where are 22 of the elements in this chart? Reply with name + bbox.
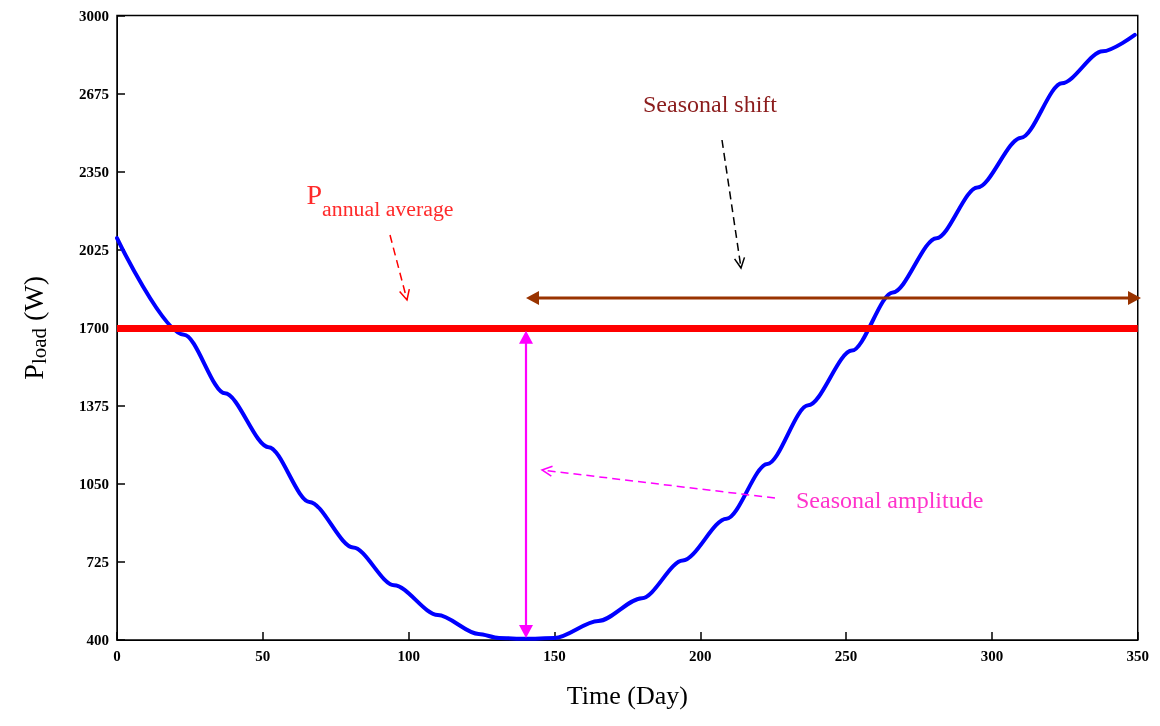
x-tick-label: 150 [543, 647, 566, 664]
annotation: P$_{annual average}$ [306, 179, 454, 221]
annotation: Seasonal amplitude [796, 487, 984, 513]
y-tick-label: 2025 [79, 241, 109, 258]
y-axis-title: Pload (W) [18, 275, 51, 380]
x-tick-label: 200 [689, 647, 712, 664]
x-tick-label: 100 [397, 647, 420, 664]
y-tick-label: 2350 [79, 163, 109, 180]
y-tick-label: 1050 [79, 475, 109, 492]
y-tick-label: 725 [86, 553, 109, 570]
x-tick-label: 0 [113, 647, 121, 664]
y-tick-label: 400 [86, 632, 109, 648]
y-tick-label: 1700 [79, 319, 109, 336]
y-tick-label: 3000 [79, 7, 109, 24]
y-tick-label: 1375 [79, 397, 109, 414]
x-tick-label: 350 [1126, 647, 1149, 664]
x-axis-title: Time (Day) [566, 680, 688, 710]
y-tick-label: 2675 [79, 85, 109, 102]
x-tick-label: 250 [834, 647, 858, 664]
annotation: Seasonal shift [643, 91, 778, 117]
x-tick-label: 300 [980, 647, 1004, 664]
x-tick-label: 50 [255, 647, 271, 664]
